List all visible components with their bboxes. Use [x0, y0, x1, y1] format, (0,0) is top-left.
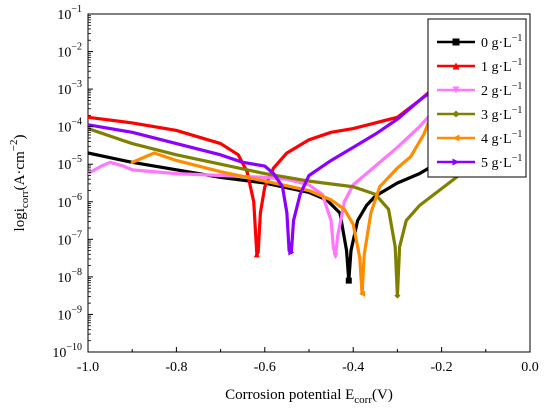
y-tick-label: 10−9 [57, 304, 82, 323]
legend-entry: 2 g·L−1 [437, 81, 522, 99]
legend-label: 0 g·L−1 [481, 33, 522, 51]
series-line [88, 78, 444, 256]
legend-entry: 5 g·L−1 [437, 153, 522, 171]
legend-label: 1 g·L−1 [481, 57, 522, 75]
series-5 [88, 81, 444, 256]
legend-box [427, 18, 527, 178]
legend-marker [452, 38, 460, 46]
series-line [88, 126, 488, 298]
legend-label: 3 g·L−1 [481, 105, 522, 123]
legend-marker [452, 158, 460, 166]
series-marker [345, 277, 352, 284]
y-axis: 10−10 10−9 10−8 10−7 10−6 10−5 10−4 10−3 10−2 10−… [52, 4, 93, 361]
series-marker [253, 251, 260, 258]
series-marker [394, 292, 401, 299]
series-4 [130, 89, 444, 297]
legend-marker [452, 110, 460, 118]
y-tick-label: 10−10 [52, 342, 82, 361]
y-tick-label: 10−8 [57, 267, 82, 286]
x-tick-label: -0.8 [165, 360, 187, 375]
series-line [130, 89, 444, 296]
legend: 0 g·L−1 1 g·L−1 2 g·L−1 3 g·L−1 4 g·L−1 5 g·L… [427, 18, 527, 178]
x-tick-label: -0.2 [431, 360, 453, 375]
legend-entry: 4 g·L−1 [437, 129, 522, 147]
legend-label: 2 g·L−1 [481, 81, 522, 99]
y-tick-label: 10−1 [57, 4, 82, 23]
series-marker [359, 290, 366, 297]
y-tick-label: 10−5 [57, 154, 82, 173]
y-tick-label: 10−3 [57, 79, 82, 98]
legend-entry: 3 g·L−1 [437, 105, 522, 123]
legend-marker [452, 62, 460, 70]
series-2 [88, 87, 453, 260]
x-tick-label: -0.4 [342, 360, 364, 375]
y-tick-label: 10−4 [57, 117, 82, 136]
y-tick-label: 10−6 [57, 192, 82, 211]
series-marker [332, 253, 339, 260]
series-layer [88, 78, 488, 299]
series-line [88, 87, 453, 258]
series-marker [288, 249, 295, 256]
legend-label: 5 g·L−1 [481, 153, 522, 171]
legend-entry: 0 g·L−1 [437, 33, 522, 51]
legend-marker [452, 134, 460, 142]
legend-entry: 1 g·L−1 [437, 57, 522, 75]
legend-label: 4 g·L−1 [481, 129, 522, 147]
x-tick-label: -1.0 [77, 360, 99, 375]
y-tick-label: 10−7 [57, 229, 82, 248]
x-axis-title: Corrosion potential Ecorr(V) [225, 387, 393, 406]
y-axis-title: logicorr(A·cm−2) [8, 135, 31, 232]
x-tick-label: 0.0 [521, 360, 539, 375]
y-tick-label: 10−2 [57, 42, 82, 61]
series-1 [88, 78, 444, 258]
x-axis: -1.0 -0.8 -0.6 -0.4 -0.2 0.0 [77, 347, 539, 375]
legend-marker [452, 86, 460, 94]
series-3 [88, 126, 488, 299]
x-tick-label: -0.6 [254, 360, 276, 375]
